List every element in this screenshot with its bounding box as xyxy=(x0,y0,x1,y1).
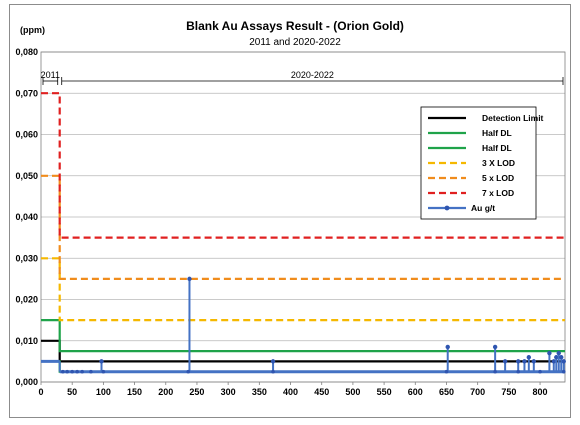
au-point xyxy=(80,369,84,374)
x-tick-label: 750 xyxy=(501,387,516,397)
legend-label: Half DL xyxy=(482,143,512,153)
au-point xyxy=(561,369,566,374)
legend-label: 3 X LOD xyxy=(482,158,515,168)
au-point xyxy=(65,369,69,374)
x-tick-label: 400 xyxy=(283,387,298,397)
x-tick-label: 200 xyxy=(158,387,173,397)
legend-label: Half DL xyxy=(482,128,512,138)
au-point xyxy=(531,359,537,364)
period-brackets: 2011 2020-2022 xyxy=(41,70,564,85)
au-point xyxy=(186,369,191,374)
series-half-dl-2 xyxy=(41,360,565,373)
au-point xyxy=(444,369,449,374)
au-point xyxy=(526,355,532,360)
y-tick-label: 0,050 xyxy=(15,171,38,181)
au-point xyxy=(559,355,564,360)
x-tick-label: 500 xyxy=(345,387,360,397)
x-axis-ticks: 0 50 100 150 200 250 300 350 400 450 500 550 600 650 7… xyxy=(38,382,548,397)
au-point xyxy=(492,344,498,350)
y-axis-ticks: 0,000 0,010 0,020 0,030 0,040 0,050 0,060 0,070… xyxy=(15,47,38,387)
series-5-x-lod-4 xyxy=(41,174,565,280)
chart-frame: Blank Au Assays Result - (Orion Gold) 20… xyxy=(9,4,571,418)
period-label: 2011 xyxy=(41,70,60,80)
au-point xyxy=(516,369,521,374)
x-tick-label: 150 xyxy=(127,387,142,397)
au-point xyxy=(75,369,79,374)
legend: Detection Limit Half DL Half DL 3 X LOD 5 x … xyxy=(420,106,544,220)
x-tick-label: 50 xyxy=(67,387,77,397)
y-tick-label: 0,020 xyxy=(15,295,38,305)
au-point xyxy=(493,369,497,374)
chart-subtitle: 2011 and 2020-2022 xyxy=(249,37,341,48)
series-au-g-t xyxy=(41,276,566,374)
au-point xyxy=(70,369,74,374)
au-point xyxy=(270,359,276,364)
x-tick-label: 600 xyxy=(408,387,423,397)
y-tick-label: 0,010 xyxy=(15,336,38,346)
x-tick-label: 700 xyxy=(470,387,485,397)
series-lines xyxy=(41,92,566,374)
legend-label: 7 x LOD xyxy=(482,188,514,198)
au-point xyxy=(516,359,521,364)
y-tick-label: 0,030 xyxy=(15,253,38,263)
series-7-x-lod-5 xyxy=(41,92,565,239)
x-tick-label: 0 xyxy=(38,387,43,397)
legend-label: Au g/t xyxy=(471,203,495,213)
chart-canvas: Blank Au Assays Result - (Orion Gold) 20… xyxy=(15,19,566,397)
y-tick-label: 0,080 xyxy=(15,47,38,57)
y-tick-label: 0,000 xyxy=(15,377,38,387)
au-point xyxy=(61,369,65,374)
y-axis-label: (ppm) xyxy=(20,25,45,35)
au-point xyxy=(445,344,450,350)
series-3-x-lod-3 xyxy=(41,257,565,322)
au-point xyxy=(89,369,93,374)
x-tick-label: 800 xyxy=(533,387,548,397)
au-point xyxy=(554,355,559,360)
x-tick-label: 550 xyxy=(377,387,392,397)
au-point xyxy=(522,359,527,364)
au-point xyxy=(101,369,106,374)
au-point xyxy=(187,276,192,282)
au-point xyxy=(271,369,275,374)
legend-label: 5 x LOD xyxy=(482,173,514,183)
plot-area xyxy=(40,51,566,383)
x-tick-label: 350 xyxy=(252,387,267,397)
x-tick-label: 250 xyxy=(189,387,204,397)
x-tick-label: 100 xyxy=(96,387,111,397)
x-tick-label: 650 xyxy=(439,387,454,397)
x-tick-label: 450 xyxy=(314,387,329,397)
au-point xyxy=(538,369,542,374)
au-point xyxy=(502,359,508,364)
y-tick-label: 0,060 xyxy=(15,130,38,140)
x-tick-label: 300 xyxy=(221,387,236,397)
y-tick-label: 0,070 xyxy=(15,88,38,98)
au-point xyxy=(99,359,104,364)
grid xyxy=(40,51,566,383)
period-label: 2020-2022 xyxy=(291,70,334,80)
au-point xyxy=(547,350,552,356)
legend-label: Detection Limit xyxy=(482,113,544,123)
series-half-dl-1 xyxy=(41,319,565,353)
au-point xyxy=(561,359,566,364)
au-point xyxy=(551,359,556,364)
au-point xyxy=(556,350,561,356)
chart-title: Blank Au Assays Result - (Orion Gold) xyxy=(186,19,404,33)
y-tick-label: 0,040 xyxy=(15,212,38,222)
legend-marker xyxy=(444,205,450,211)
